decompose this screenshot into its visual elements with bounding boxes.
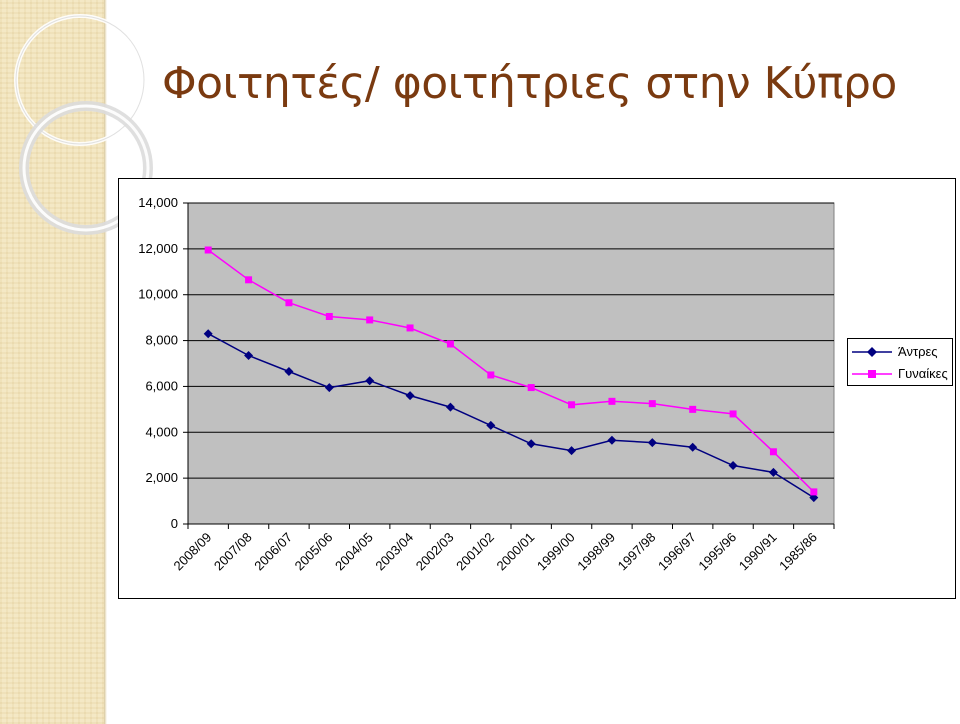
data-point-women <box>487 371 495 379</box>
data-point-men <box>284 367 294 377</box>
legend-swatch-women <box>852 370 892 378</box>
series-line-2 <box>207 249 815 493</box>
data-point-women <box>729 410 737 418</box>
data-point-women <box>406 324 414 332</box>
data-point-women <box>285 299 293 307</box>
data-point-men <box>365 376 375 386</box>
x-tick-label: 1995/96 <box>695 530 739 574</box>
x-tick-label: 2005/06 <box>292 530 336 574</box>
x-tick-label: 2008/09 <box>170 530 214 574</box>
y-tick-label: 14,000 <box>138 195 178 210</box>
y-tick-label: 10,000 <box>138 287 178 302</box>
data-point-men <box>445 402 455 412</box>
y-tick-label: 2,000 <box>145 470 178 485</box>
x-tick-label: 1998/99 <box>574 530 618 574</box>
data-point-men <box>768 467 778 477</box>
data-point-women <box>689 405 697 413</box>
data-point-men <box>486 420 496 430</box>
y-tick-label: 6,000 <box>145 378 178 393</box>
x-tick-label: 2001/02 <box>453 530 497 574</box>
data-point-women <box>769 448 777 456</box>
decorative-circles <box>14 14 153 235</box>
strip-edge <box>104 0 107 724</box>
x-tick-label: 2002/03 <box>413 530 457 574</box>
data-point-women <box>366 316 374 324</box>
data-point-men <box>526 439 536 449</box>
legend-label-women: Γυναίκες <box>898 366 948 381</box>
legend-swatch-men <box>852 347 892 357</box>
legend-item-women: Γυναίκες <box>848 363 952 385</box>
x-tick-label: 1985/86 <box>776 530 820 574</box>
chart-frame: 0 2,000 4,000 6,000 8,000 10,000 12,000 14,000 2… <box>118 178 956 599</box>
data-point-men <box>567 446 577 456</box>
y-tick-label: 8,000 <box>145 333 178 348</box>
x-tick-label: 1990/91 <box>736 530 780 574</box>
chart-legend: Άντρες Γυναίκες <box>847 338 953 386</box>
data-point-women <box>568 401 576 409</box>
data-point-women <box>810 488 818 496</box>
data-point-women <box>325 312 333 320</box>
data-point-women <box>204 246 212 254</box>
line-chart: 0 2,000 4,000 6,000 8,000 10,000 12,000 14,000 2… <box>138 195 835 574</box>
data-point-women <box>446 340 454 348</box>
x-tick-label: 2000/01 <box>493 530 537 574</box>
data-point-men <box>728 461 738 471</box>
series-line-1 <box>207 333 815 499</box>
x-tick-label: 1996/97 <box>655 530 699 574</box>
y-tick-label: 4,000 <box>145 424 178 439</box>
data-point-women <box>245 276 253 284</box>
data-point-men <box>607 435 617 445</box>
legend-label-men: Άντρες <box>898 344 938 359</box>
page-title: Φοιτητές/ φοιτήτριες στην Κύπρο <box>162 58 897 109</box>
data-point-women <box>527 384 535 392</box>
data-point-men <box>647 438 657 448</box>
x-tick-label: 2004/05 <box>332 530 376 574</box>
x-tick-label: 2007/08 <box>211 530 255 574</box>
y-tick-label: 0 <box>171 516 178 531</box>
legend-item-men: Άντρες <box>848 341 952 363</box>
data-point-men <box>324 383 334 393</box>
data-point-men <box>244 350 254 360</box>
data-point-women <box>608 397 616 405</box>
x-tick-label: 2003/04 <box>372 530 416 574</box>
plot-area <box>187 202 835 525</box>
x-tick-label: 1997/98 <box>615 530 659 574</box>
data-point-men <box>688 442 698 452</box>
x-tick-label: 1999/00 <box>534 530 578 574</box>
data-point-men <box>405 391 415 401</box>
data-point-women <box>648 400 656 408</box>
data-point-men <box>203 329 213 339</box>
y-tick-label: 12,000 <box>138 241 178 256</box>
x-tick-label: 2006/07 <box>251 530 295 574</box>
